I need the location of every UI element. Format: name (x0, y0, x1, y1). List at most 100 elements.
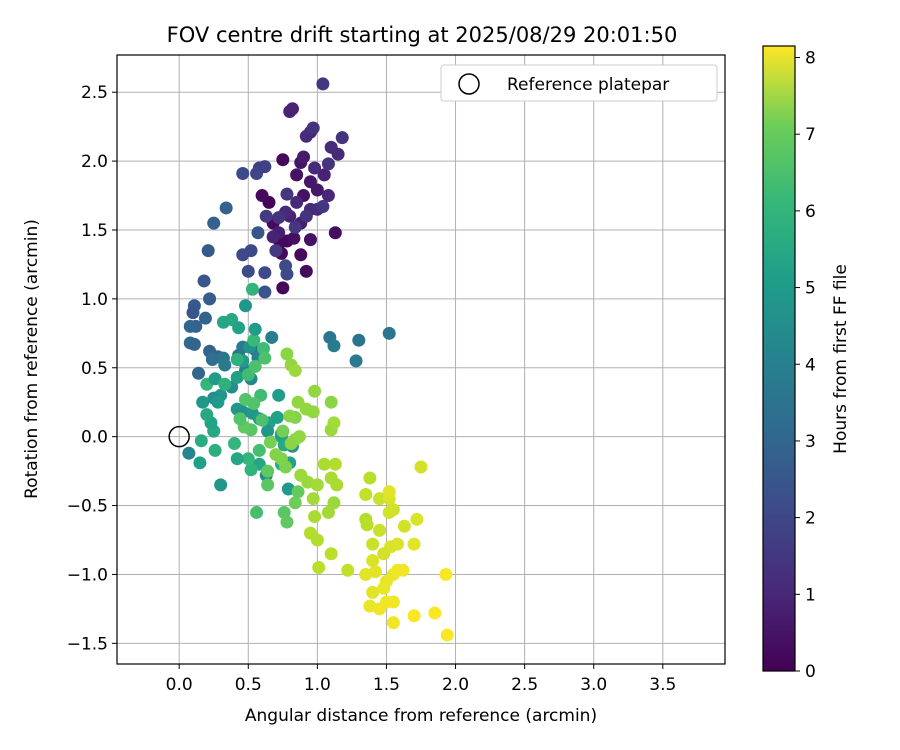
data-point (328, 226, 342, 240)
x-tick-label: 3.5 (649, 675, 676, 695)
data-point (279, 259, 293, 273)
data-point (193, 456, 207, 470)
x-tick-label: 1.5 (373, 675, 400, 695)
data-point (205, 353, 219, 366)
colorbar-tick-label: 2 (805, 509, 816, 529)
data-point (236, 248, 250, 262)
data-point (276, 281, 290, 295)
data-point (230, 452, 244, 466)
data-point (255, 413, 269, 427)
y-axis-label: Rotation from reference (arcmin) (22, 219, 42, 499)
data-point (321, 157, 335, 171)
colorbar-label: Hours from first FF file (831, 264, 851, 454)
data-point (244, 463, 258, 477)
data-point (297, 150, 311, 164)
data-point (366, 554, 380, 568)
plot-frame (116, 54, 726, 665)
data-point (182, 446, 196, 460)
colorbar-tick-label: 8 (805, 49, 816, 69)
data-point (216, 315, 230, 329)
data-point (291, 485, 305, 499)
y-tick-label: 2.0 (81, 152, 108, 172)
data-point (261, 478, 275, 492)
data-point (241, 264, 255, 278)
colorbar-tick-label: 7 (805, 125, 816, 145)
data-point (377, 547, 391, 561)
data-point (187, 337, 201, 351)
plot-area: 0.0 0.5 1.0 1.5 2.0 2.5 3.0 3.5 −1.5 −1.0 −0.5 0.0 0… (67, 54, 726, 695)
data-point (440, 628, 454, 642)
data-point (208, 372, 222, 386)
x-tick-label: 2.5 (511, 675, 538, 695)
data-point (414, 460, 428, 474)
data-point (386, 595, 400, 609)
data-point (288, 364, 302, 378)
data-point (439, 567, 453, 581)
data-point (198, 311, 212, 325)
data-point (330, 478, 344, 492)
data-point (290, 195, 304, 209)
data-point (280, 515, 294, 529)
data-point (303, 233, 317, 247)
data-point (360, 518, 374, 532)
data-point (258, 285, 272, 299)
data-point (290, 168, 304, 182)
data-point (283, 409, 297, 423)
legend-box (440, 64, 718, 102)
data-point (258, 351, 272, 365)
data-point (308, 161, 322, 175)
data-points (182, 77, 454, 642)
x-tick-label: 0.0 (166, 675, 193, 695)
data-point (227, 437, 241, 451)
data-point (247, 397, 261, 411)
data-point (310, 183, 324, 197)
data-point (352, 333, 366, 347)
data-point (303, 526, 317, 540)
data-point (386, 503, 400, 517)
data-point (265, 330, 279, 344)
chart-title: FOV centre drift starting at 2025/08/29 … (167, 23, 678, 47)
data-point (248, 359, 262, 373)
data-point (259, 209, 273, 223)
data-point (270, 410, 284, 424)
data-point (407, 609, 421, 623)
data-point (308, 384, 322, 398)
data-point (373, 492, 387, 506)
data-point (331, 147, 345, 161)
colorbar-tick-label: 4 (805, 355, 816, 375)
data-point (363, 471, 377, 485)
x-axis-label: Angular distance from reference (arcmin) (245, 706, 597, 726)
x-tick-label: 2.0 (442, 675, 469, 695)
colorbar-gradient (762, 45, 796, 672)
data-point (218, 377, 232, 391)
data-point (359, 567, 373, 581)
data-point (245, 282, 259, 296)
colorbar: 0 1 2 3 4 5 6 7 8 Hours from first FF file (762, 45, 851, 682)
data-point (299, 264, 313, 278)
data-point (276, 424, 290, 438)
data-point (306, 121, 320, 135)
data-point (428, 606, 442, 620)
data-point (219, 201, 233, 215)
data-point (321, 189, 335, 203)
data-point (230, 370, 244, 384)
data-point (197, 274, 211, 288)
data-point (247, 333, 261, 347)
data-point (328, 457, 342, 471)
colorbar-tick-label: 1 (805, 585, 816, 605)
y-tick-label: −1.0 (67, 565, 108, 585)
data-point (239, 299, 253, 313)
data-point (252, 443, 266, 457)
x-tick-label: 0.5 (235, 675, 262, 695)
legend-marker-reference (458, 73, 480, 95)
data-point (294, 248, 308, 262)
data-point (255, 189, 269, 203)
data-point (261, 424, 275, 438)
data-point (218, 358, 232, 372)
data-point (312, 561, 326, 575)
data-point (327, 416, 341, 430)
data-point (233, 412, 247, 426)
data-point (316, 200, 330, 214)
data-point (335, 131, 349, 145)
